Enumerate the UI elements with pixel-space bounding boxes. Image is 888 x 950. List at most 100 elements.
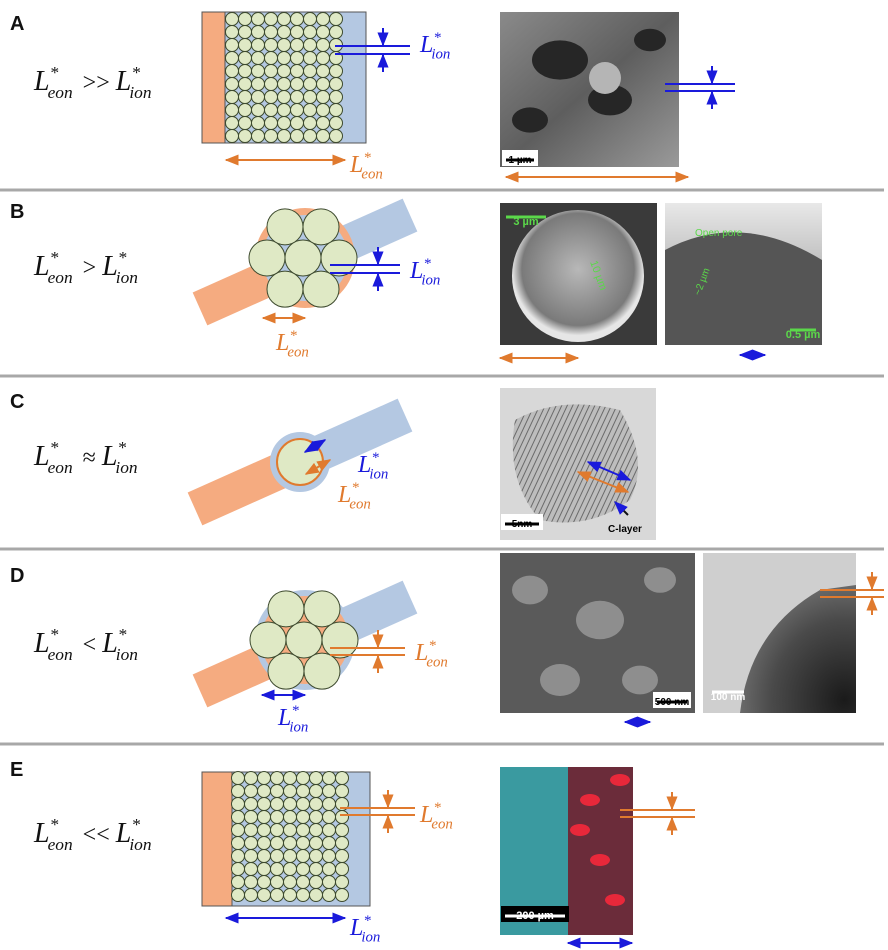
particle bbox=[249, 240, 285, 276]
particle bbox=[252, 117, 265, 130]
panel-letter: D bbox=[10, 565, 24, 587]
particle bbox=[232, 772, 245, 785]
symbol-sub: eon bbox=[431, 817, 452, 833]
particle bbox=[323, 785, 336, 798]
particle bbox=[297, 876, 310, 889]
particle bbox=[304, 78, 317, 91]
particle bbox=[232, 876, 245, 889]
panel-letter: A bbox=[10, 13, 24, 35]
particle bbox=[252, 130, 265, 143]
particle bbox=[265, 39, 278, 52]
pore bbox=[634, 29, 666, 51]
particle bbox=[336, 863, 349, 876]
particle bbox=[304, 26, 317, 39]
particle bbox=[321, 240, 357, 276]
particle bbox=[317, 130, 330, 143]
particle bbox=[297, 850, 310, 863]
symbol: L*ion bbox=[357, 450, 388, 483]
scale-bar-label: 200 µm bbox=[516, 910, 554, 922]
particle bbox=[278, 117, 291, 130]
particle bbox=[239, 91, 252, 104]
particle bbox=[239, 117, 252, 130]
symbol-sup: * bbox=[351, 480, 359, 496]
particle bbox=[278, 91, 291, 104]
particle bbox=[310, 850, 323, 863]
particle bbox=[232, 798, 245, 811]
particle bbox=[278, 13, 291, 26]
electrode-slab bbox=[202, 12, 225, 143]
symbol: L*ion bbox=[277, 703, 308, 736]
particle bbox=[297, 824, 310, 837]
particle bbox=[330, 117, 343, 130]
symbol-sup: * bbox=[423, 256, 431, 272]
particle bbox=[258, 798, 271, 811]
particle bbox=[278, 26, 291, 39]
particle bbox=[304, 653, 340, 689]
scale-bar-label: 1 µm bbox=[509, 155, 532, 166]
symbol-sup: * bbox=[433, 800, 441, 816]
particle bbox=[310, 824, 323, 837]
symbol-sub: eon bbox=[48, 835, 73, 854]
particle bbox=[267, 209, 303, 245]
symbol: L*eon bbox=[337, 480, 371, 513]
particle bbox=[271, 850, 284, 863]
particle bbox=[291, 39, 304, 52]
particle bbox=[310, 798, 323, 811]
particle bbox=[226, 104, 239, 117]
symbol-sub: eon bbox=[48, 268, 73, 287]
symbol: L*eon bbox=[33, 248, 73, 287]
particle bbox=[239, 65, 252, 78]
particle bbox=[271, 837, 284, 850]
annotation: C-layer bbox=[608, 524, 642, 535]
particle bbox=[265, 78, 278, 91]
particle bbox=[252, 39, 265, 52]
symbol-sub: eon bbox=[361, 167, 382, 183]
particle bbox=[330, 130, 343, 143]
symbol-sup: * bbox=[131, 63, 140, 82]
particle bbox=[297, 772, 310, 785]
phase-spot bbox=[580, 794, 600, 806]
particle bbox=[258, 785, 271, 798]
grain bbox=[644, 567, 676, 593]
particle bbox=[303, 271, 339, 307]
particle bbox=[232, 811, 245, 824]
particle bbox=[285, 240, 321, 276]
particle bbox=[317, 78, 330, 91]
particle bbox=[239, 26, 252, 39]
symbol-sub: ion bbox=[129, 835, 151, 854]
symbol-sup: * bbox=[50, 625, 59, 644]
symbol-sub: eon bbox=[426, 655, 447, 671]
particle bbox=[323, 863, 336, 876]
particle bbox=[310, 863, 323, 876]
particle bbox=[232, 837, 245, 850]
particle bbox=[258, 876, 271, 889]
operator: > bbox=[83, 255, 97, 281]
particle bbox=[317, 13, 330, 26]
particle bbox=[258, 824, 271, 837]
particle bbox=[226, 26, 239, 39]
particle bbox=[265, 26, 278, 39]
particle-image bbox=[512, 210, 644, 342]
symbol-sub: ion bbox=[361, 930, 380, 946]
particle bbox=[323, 772, 336, 785]
scale-bar-label: 0.5 µm bbox=[786, 329, 821, 341]
particle bbox=[589, 62, 621, 94]
symbol-sub: ion bbox=[129, 83, 151, 102]
particle bbox=[336, 824, 349, 837]
particle bbox=[317, 117, 330, 130]
particle bbox=[278, 39, 291, 52]
symbol-sub: ion bbox=[431, 47, 450, 63]
particle bbox=[226, 91, 239, 104]
particle bbox=[271, 772, 284, 785]
symbol-sup: * bbox=[289, 328, 297, 344]
symbol: L*ion bbox=[115, 815, 152, 854]
particle bbox=[317, 65, 330, 78]
particle bbox=[323, 798, 336, 811]
symbol-sup: * bbox=[50, 815, 59, 834]
panel-letter: C bbox=[10, 391, 24, 413]
electrode-slab bbox=[202, 772, 232, 906]
particle bbox=[265, 91, 278, 104]
particle bbox=[271, 824, 284, 837]
particle bbox=[322, 622, 358, 658]
particle bbox=[252, 52, 265, 65]
